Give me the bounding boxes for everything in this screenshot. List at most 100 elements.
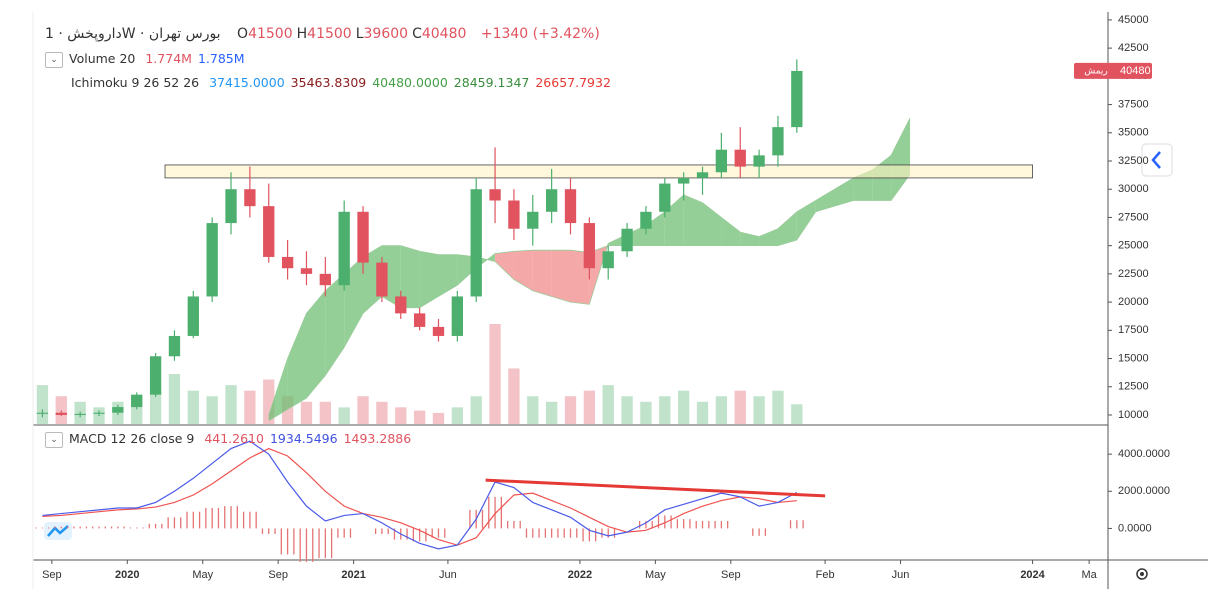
candle-body [545, 189, 558, 212]
ohlc-value: 39600 [363, 26, 409, 42]
candle-body [678, 177, 690, 184]
y-tick-label: 30000 [1118, 183, 1149, 195]
volume-bar [319, 401, 331, 424]
macd-macd-line [42, 440, 798, 550]
change: +1340 (+3.42%) [480, 26, 600, 42]
trendline [485, 478, 826, 498]
collapse-button[interactable]: ⌄ [45, 51, 63, 68]
cloud-segment [268, 358, 288, 421]
volume-bar [395, 407, 407, 424]
candle-body [432, 326, 445, 336]
macd-value: 1493.2886 [343, 431, 412, 446]
x-tick-label: 2021 [341, 569, 365, 581]
volume-label: Volume 20 [69, 51, 136, 66]
candle-body [206, 223, 218, 297]
volume-bar [225, 385, 237, 424]
candle-body [300, 268, 313, 274]
cloud-segment [287, 313, 307, 410]
candle-body [149, 356, 162, 395]
ohlc-item: L39600 [356, 26, 408, 42]
x-tick-label: 2024 [1020, 569, 1045, 581]
x-tick-label: Sep [42, 569, 62, 581]
ohlc-letter: H [296, 26, 308, 42]
volume-bar [149, 390, 162, 424]
y-tick-label: 37500 [1118, 98, 1149, 110]
candle-body [413, 313, 426, 327]
candle-body [772, 127, 784, 156]
y-tick-label: 4000.0000 [1118, 448, 1170, 460]
volume-bar [696, 401, 709, 424]
cloud-segment [495, 251, 514, 280]
volume-bar [508, 368, 520, 424]
price-zone [164, 164, 1033, 179]
candle-body [489, 189, 501, 201]
ichimoku-label: Ichimoku 9 26 52 26 [71, 75, 200, 90]
cloud-segment [740, 232, 760, 246]
volume-bar [338, 407, 350, 424]
candle-body [281, 256, 294, 269]
volume-bar [621, 396, 633, 424]
gear-hub [1140, 572, 1144, 576]
volume-bar [263, 379, 275, 424]
ohlc-item: C40480 [412, 26, 466, 42]
gear[interactable] [1136, 568, 1148, 580]
volume-bar [451, 407, 463, 424]
candle-body [395, 296, 407, 314]
candle-body [734, 149, 746, 167]
x-tick-label: Feb [816, 569, 835, 581]
settings-icon[interactable] [1136, 568, 1148, 580]
volume-bar [734, 390, 746, 424]
candle-body [659, 183, 671, 212]
x-tick-label: 2020 [115, 569, 139, 581]
macd-signal-line [42, 447, 797, 546]
collapse-button[interactable]: ⌄ [45, 431, 63, 448]
candle-body [791, 70, 803, 128]
cloud-segment [891, 118, 910, 201]
volume-bar [489, 324, 501, 424]
y-tick-label: 20000 [1118, 296, 1149, 308]
cloud-segment [513, 250, 533, 291]
y-tick-label: 12500 [1118, 381, 1149, 393]
volume-bar [281, 396, 294, 424]
y-tick-label: 27500 [1118, 211, 1149, 223]
cloud-segment [400, 245, 420, 308]
ichimoku-value: 35463.8309 [290, 75, 367, 90]
ohlc-item: H41500 [297, 26, 352, 42]
cloud-segment [551, 250, 571, 303]
x-tick-label: May [645, 569, 666, 581]
volume-bar [470, 396, 482, 424]
volume-bar [659, 396, 671, 424]
volume-value: 1.774M [145, 51, 192, 66]
x-tick-label: Jun [892, 569, 910, 581]
y-tick-label: 42500 [1118, 42, 1149, 54]
candle-body [263, 206, 275, 257]
volume-bar [244, 390, 256, 424]
cloud-segment [325, 273, 345, 376]
candle-body [338, 211, 350, 286]
y-tick-label: 15000 [1118, 352, 1149, 364]
volume-bar [376, 401, 388, 424]
cloud-edge [268, 117, 911, 416]
volume-bar [545, 401, 558, 424]
ichimoku-value: 26657.7932 [535, 75, 611, 90]
volume-bar [602, 385, 614, 424]
volume-bar [678, 390, 690, 424]
ohlc-letter: C [412, 26, 422, 42]
logo-mark [47, 525, 69, 537]
y-tick-label: 25000 [1118, 240, 1149, 252]
ohlc-value: 41500 [248, 26, 293, 42]
candle-body [753, 155, 765, 167]
ohlc-value: 41500 [307, 26, 352, 42]
candle-body [74, 413, 86, 415]
ohlc-value: 40480 [421, 26, 467, 42]
cloud-segment [438, 254, 458, 297]
cloud-segment [532, 250, 552, 297]
side-toggle[interactable] [1141, 143, 1173, 177]
toggle-button[interactable] [1141, 143, 1173, 177]
y-tick-label: 0.0000 [1118, 522, 1152, 534]
cloud-segment [834, 177, 854, 207]
logo [44, 522, 72, 540]
price-tag-value: 40480 [1120, 65, 1151, 77]
y-tick-label: 32500 [1118, 155, 1149, 167]
